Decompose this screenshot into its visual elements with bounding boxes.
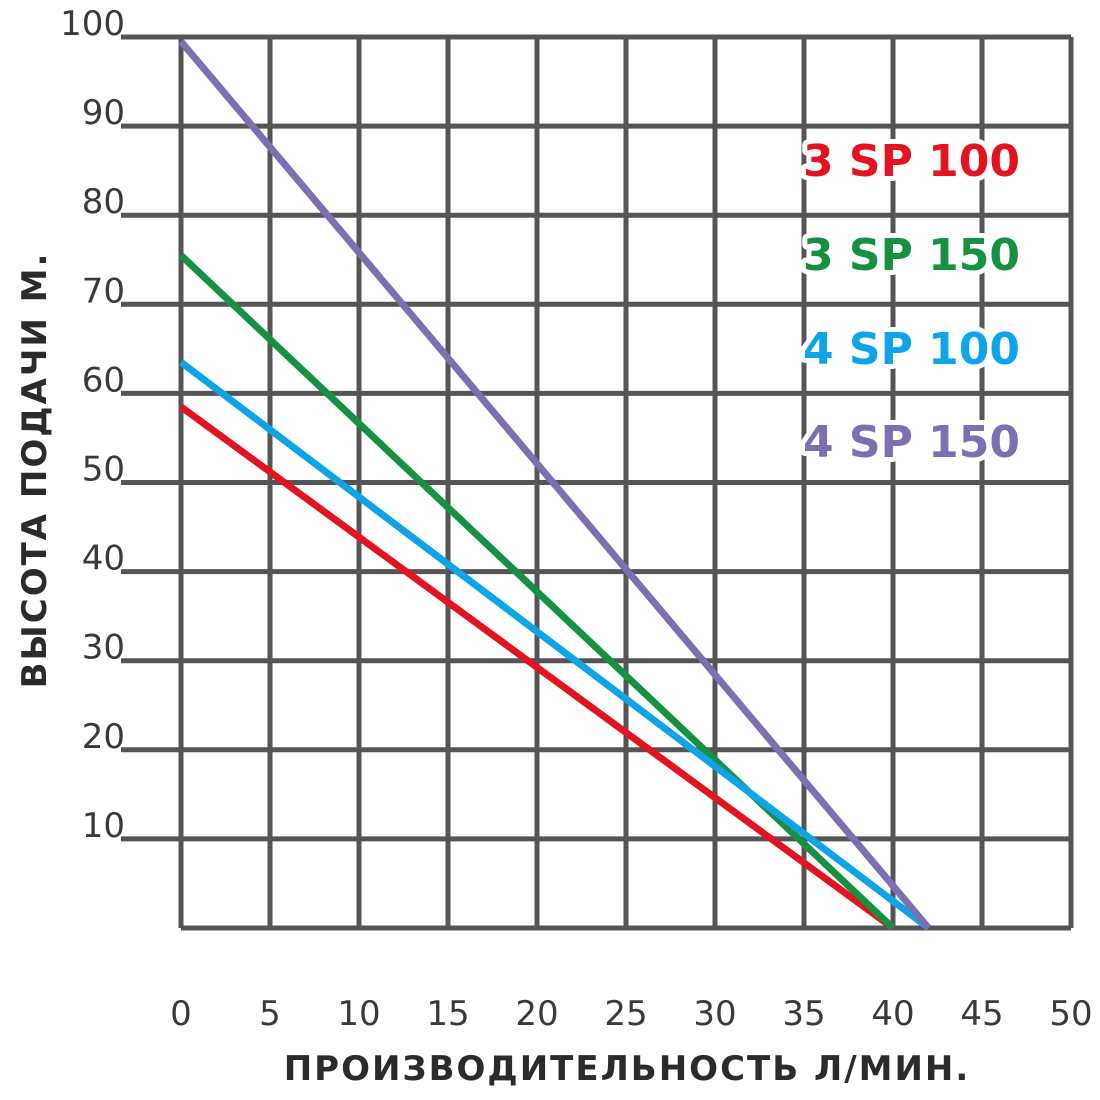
x-tick-label-5: 5: [259, 994, 281, 1034]
y-tick-label-20: 20: [82, 717, 125, 757]
legend: 3 SP 100 3 SP 150 4 SP 100 4 SP 150: [798, 131, 1025, 473]
series-line-3-sp-150: [178, 252, 896, 931]
legend-label-4-sp-100: 4 SP 100: [803, 324, 1020, 375]
y-tick-label-100: 100: [60, 4, 125, 44]
x-tick-label-45: 45: [960, 994, 1003, 1034]
grid: [121, 34, 1074, 931]
series-line-3-sp-100: [178, 403, 896, 931]
y-tick-label-10: 10: [82, 806, 125, 846]
x-tick-label-15: 15: [426, 994, 469, 1034]
tick-labels: 0 5 10 15 20 25 30 35 40 45 50 10 20 30 40 50 60 70 80 90 10…: [60, 4, 1093, 1034]
x-tick-label-0: 0: [170, 994, 192, 1034]
legend-label-4-sp-150: 4 SP 150: [803, 417, 1020, 468]
y-tick-label-70: 70: [82, 271, 125, 311]
x-tick-label-35: 35: [782, 994, 825, 1034]
legend-label-3-sp-150: 3 SP 150: [803, 230, 1020, 281]
y-tick-label-60: 60: [82, 360, 125, 400]
x-axis-title: ПРОИЗВОДИТЕЛЬНОСТЬ Л/МИН.: [284, 1049, 971, 1089]
y-tick-label-50: 50: [82, 450, 125, 490]
x-tick-label-30: 30: [693, 994, 736, 1034]
x-tick-label-20: 20: [515, 994, 558, 1034]
x-tick-label-25: 25: [604, 994, 647, 1034]
series-line-4-sp-100: [178, 359, 931, 931]
series-lines: [178, 39, 932, 931]
legend-label-3-sp-100: 3 SP 100: [803, 136, 1020, 187]
x-tick-label-10: 10: [337, 994, 380, 1034]
y-axis-title: ВЫСОТА ПОДАЧИ М.: [15, 252, 55, 689]
series-line-4-sp-150: [178, 39, 932, 931]
x-tick-label-40: 40: [871, 994, 914, 1034]
y-tick-label-40: 40: [82, 539, 125, 579]
y-tick-label-90: 90: [82, 93, 125, 133]
x-tick-label-50: 50: [1049, 994, 1092, 1034]
y-tick-label-30: 30: [82, 628, 125, 668]
y-tick-label-80: 80: [82, 182, 125, 222]
